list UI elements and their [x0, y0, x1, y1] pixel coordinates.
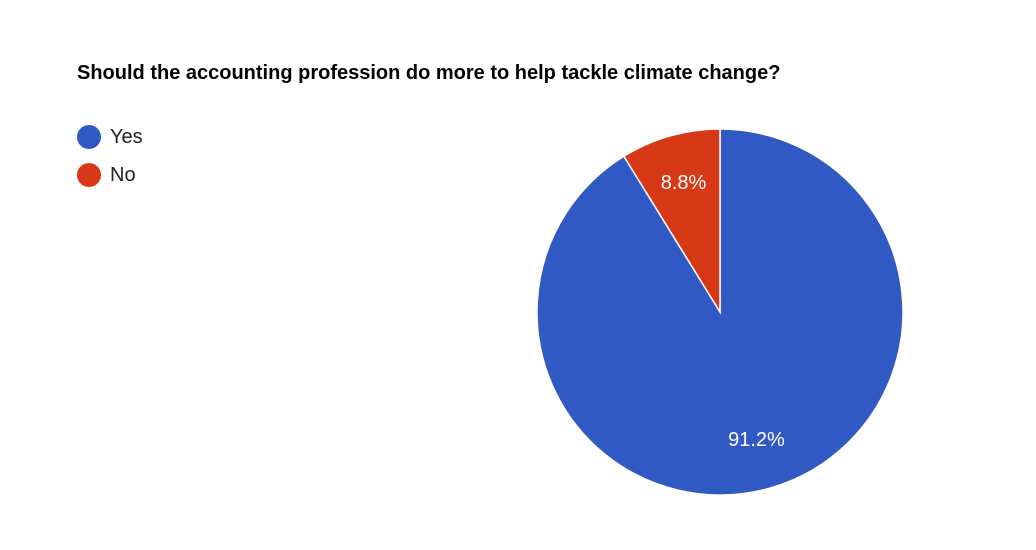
- legend-swatch-yes: [77, 125, 101, 149]
- legend-item-no: No: [77, 163, 143, 187]
- legend-label-yes: Yes: [110, 125, 143, 148]
- legend: Yes No: [77, 125, 143, 201]
- chart-title: Should the accounting profession do more…: [77, 62, 781, 84]
- legend-label-no: No: [110, 163, 136, 186]
- slice-label-yes: 91.2%: [728, 429, 785, 451]
- legend-item-yes: Yes: [77, 125, 143, 149]
- legend-swatch-no: [77, 163, 101, 187]
- slice-label-no: 8.8%: [661, 172, 707, 194]
- pie-slice-no: [622, 128, 721, 315]
